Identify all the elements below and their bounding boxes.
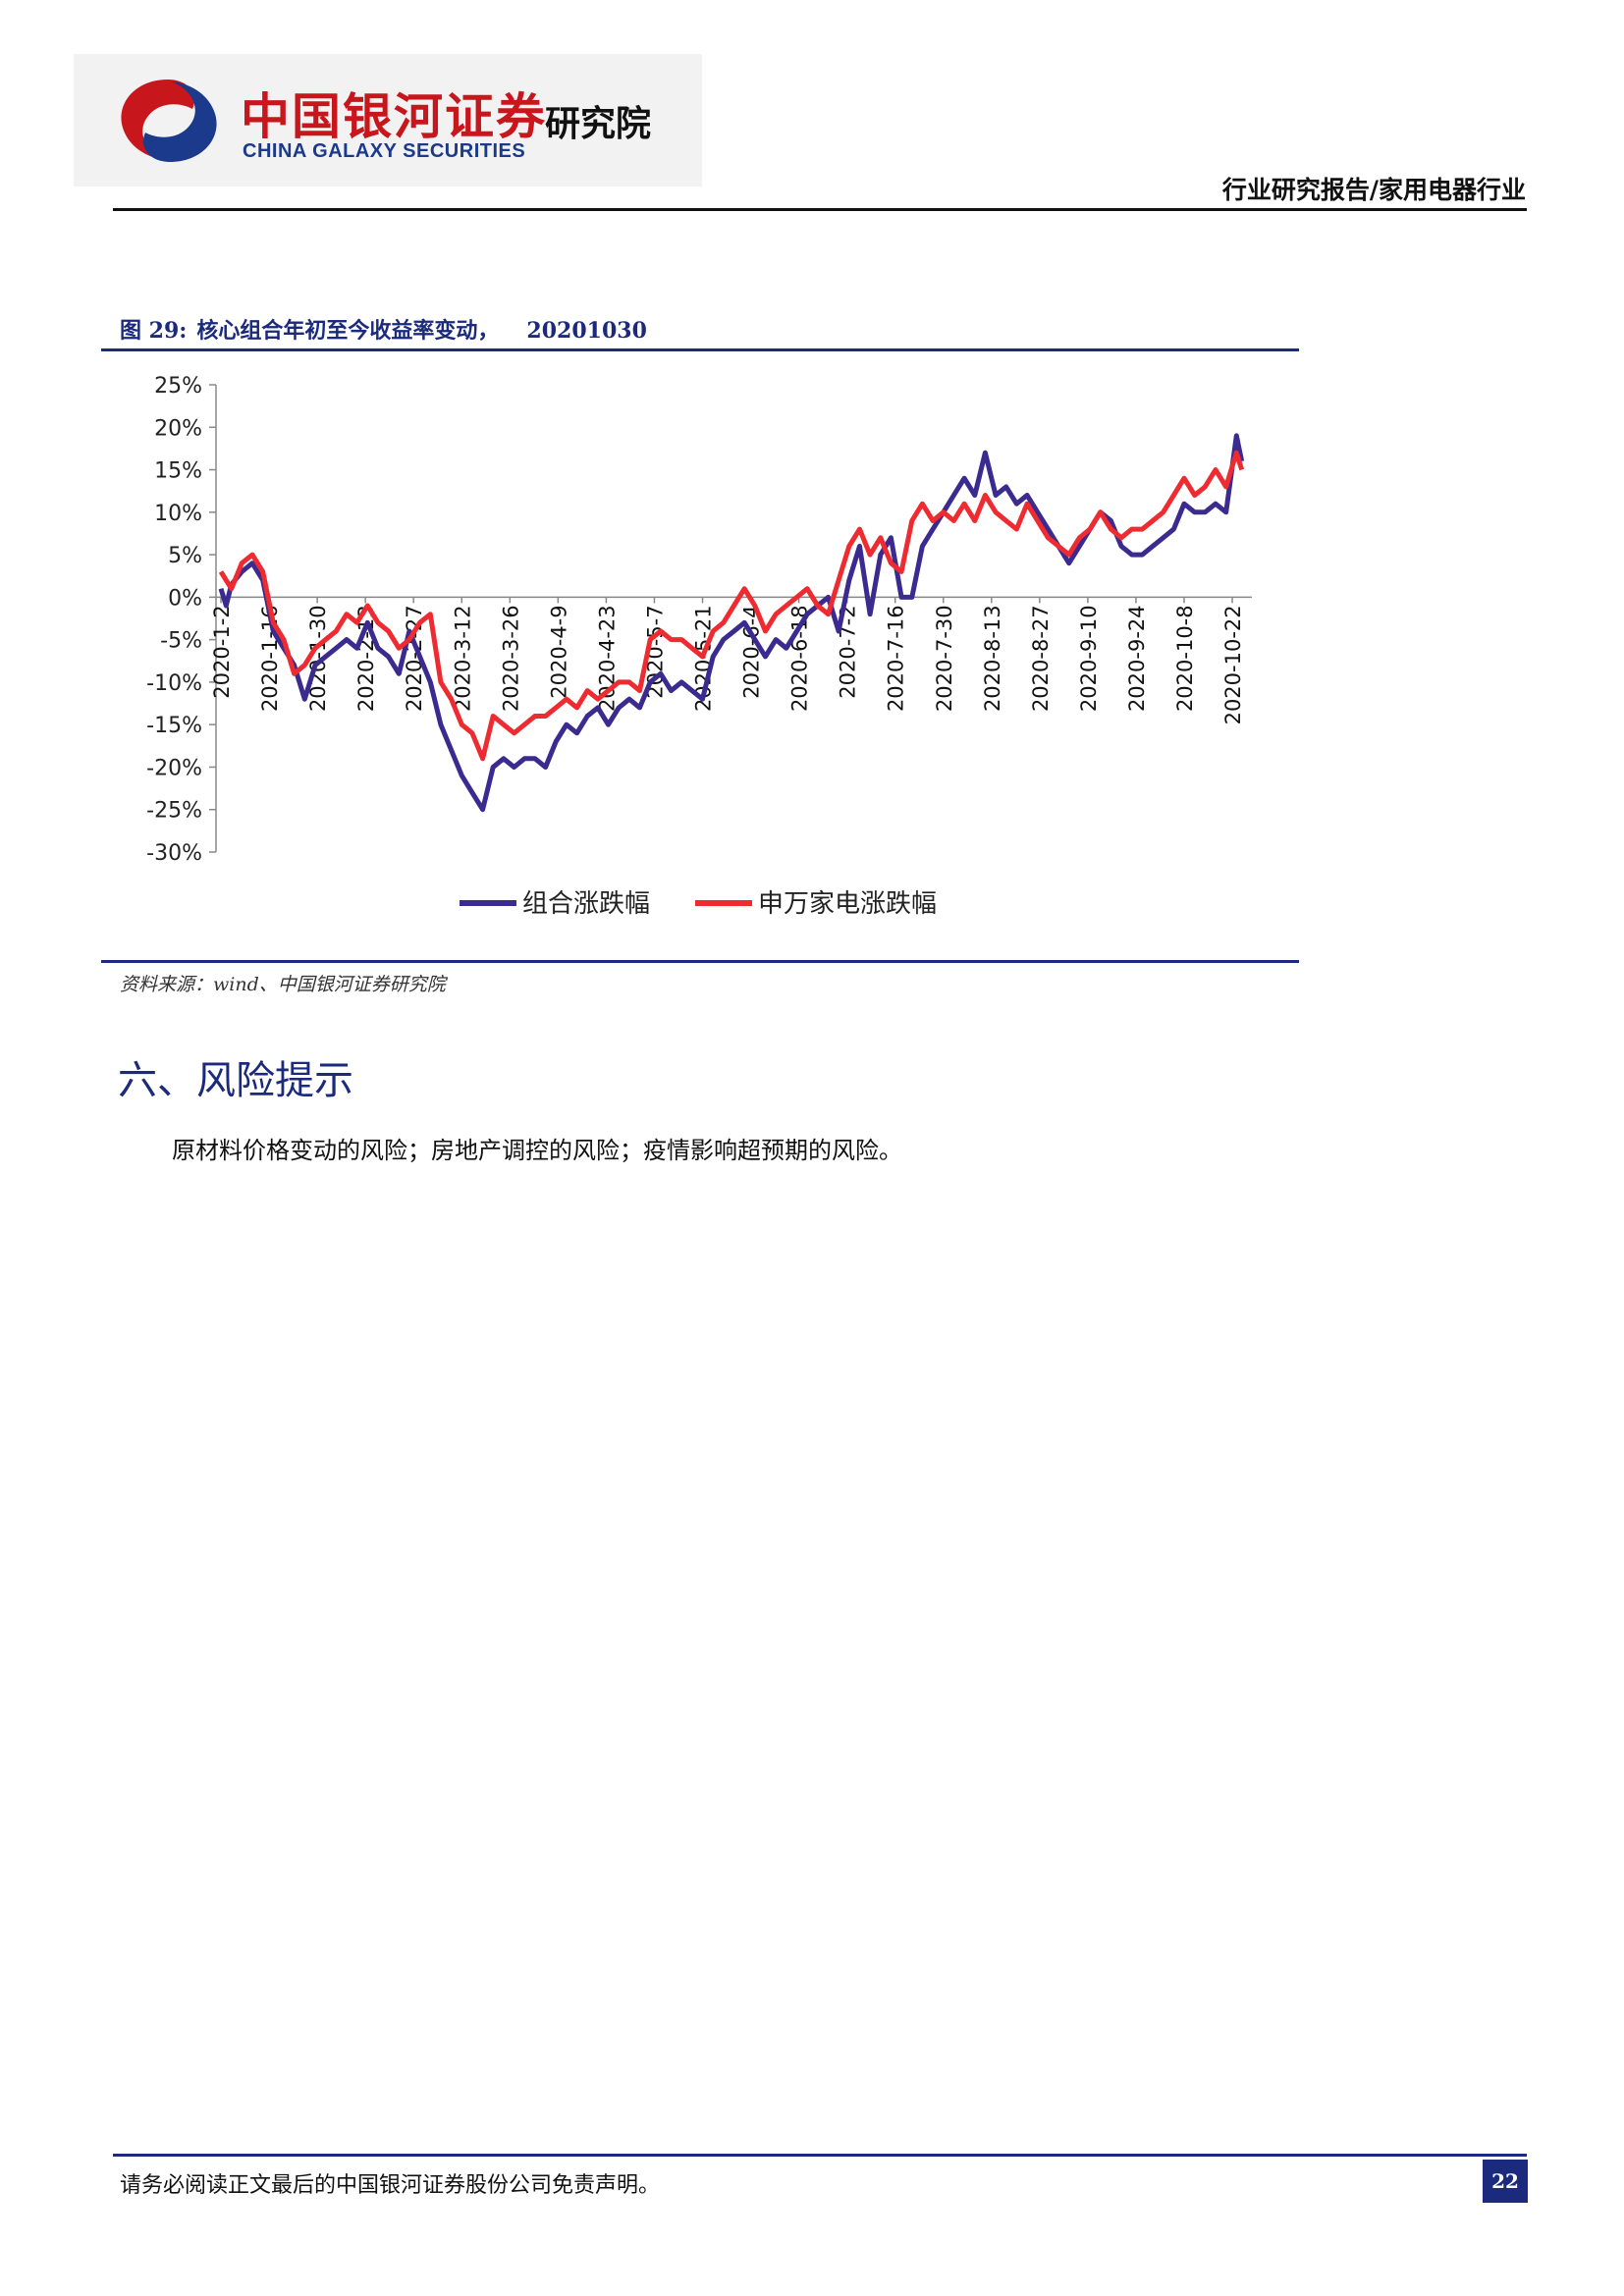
figure-bottom-rule xyxy=(101,960,1299,963)
series-line-1 xyxy=(218,433,1245,813)
x-tick-label: 2020-3-12 xyxy=(451,605,474,712)
y-tick-label: 15% xyxy=(154,459,202,484)
x-tick-label: 2020-10-8 xyxy=(1173,605,1197,712)
footer-disclaimer: 请务必阅读正文最后的中国银河证券股份公司免责声明。 xyxy=(120,2173,661,2198)
figure-number: 图 29: xyxy=(120,318,188,344)
y-tick-label: -15% xyxy=(146,714,202,738)
y-tick-label: 5% xyxy=(168,544,202,568)
logo-area: 中国银河证券 CHINA GALAXY SECURITIES 研究院 xyxy=(74,54,702,187)
y-tick-label: -5% xyxy=(160,629,202,654)
galaxy-logo-icon xyxy=(121,80,217,162)
figure-title: 图 29: 核心组合年初至今收益率变动， 20201030 xyxy=(120,313,647,345)
x-tick-label: 2020-9-24 xyxy=(1125,605,1149,712)
section-body: 原材料价格变动的风险；房地产调控的风险；疫情影响超预期的风险。 xyxy=(172,1137,902,1164)
figure-top-rule xyxy=(101,348,1299,351)
header-divider xyxy=(113,208,1527,211)
y-tick-label: 25% xyxy=(154,374,202,399)
x-tick-label: 2020-7-16 xyxy=(885,605,908,712)
footer-divider xyxy=(113,2154,1527,2157)
x-tick-label: 2020-6-18 xyxy=(788,605,812,712)
figure-caption: 核心组合年初至今收益率变动， xyxy=(196,318,500,344)
x-tick-label: 2020-10-22 xyxy=(1221,605,1245,724)
x-tick-label: 2020-7-30 xyxy=(933,605,956,712)
section-title: 六、风险提示 xyxy=(118,1058,353,1103)
series-line-2 xyxy=(218,450,1245,762)
y-tick-label: 10% xyxy=(154,502,202,526)
figure-date: 20201030 xyxy=(526,318,647,344)
x-tick-label: 2020-8-27 xyxy=(1029,605,1053,712)
y-tick-label: -20% xyxy=(146,756,202,780)
y-tick-label: -25% xyxy=(146,799,202,824)
y-tick-label: 20% xyxy=(154,416,202,441)
x-tick-label: 2020-9-10 xyxy=(1077,605,1101,712)
report-type: 行业研究报告/家用电器行业 xyxy=(1221,176,1526,204)
institute-label: 研究院 xyxy=(545,104,652,144)
x-tick-label: 2020-3-26 xyxy=(499,605,522,712)
y-tick-label: -30% xyxy=(146,841,202,866)
y-tick-label: 0% xyxy=(168,586,202,611)
logo-text-cn: 中国银河证券 xyxy=(241,88,547,145)
logo-text-en: CHINA GALAXY SECURITIES xyxy=(243,140,526,162)
x-tick-label: 2020-4-9 xyxy=(547,605,570,698)
legend-label-2: 申万家电涨跌幅 xyxy=(758,889,937,919)
figure-source: 资料来源：wind、中国银河证券研究院 xyxy=(120,974,446,995)
y-tick-label: -10% xyxy=(146,671,202,696)
legend-label-1: 组合涨跌幅 xyxy=(522,889,650,919)
x-tick-label: 2020-8-13 xyxy=(981,605,1004,712)
x-tick-label: 2020-1-2 xyxy=(210,605,234,698)
page-number: 22 xyxy=(1483,2160,1528,2203)
returns-line-chart: 25% 20% 15% 10% 5% 0% -5% -10% -15% -20% -25% -30% 2… xyxy=(146,374,1252,919)
